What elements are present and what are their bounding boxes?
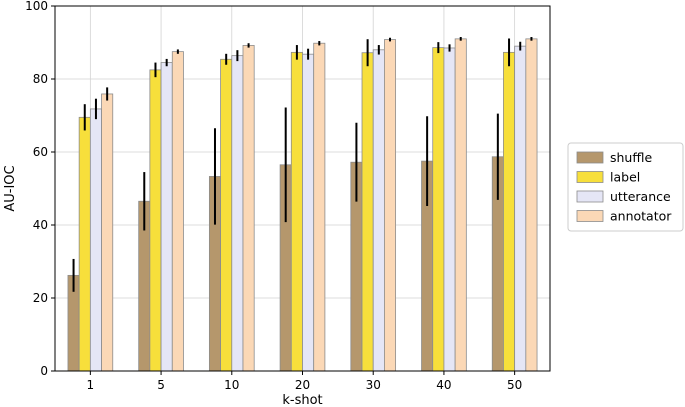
bar-utterance-30 <box>372 49 385 372</box>
bar-utterance-20 <box>302 53 315 372</box>
bar-annotator-20 <box>313 42 326 372</box>
bar-label-20 <box>290 51 303 372</box>
legend-swatch-shuffle <box>576 151 604 164</box>
bar-utterance-10 <box>231 55 244 372</box>
legend-swatch-label <box>576 171 604 183</box>
y-tick-label: 60 <box>33 145 48 159</box>
bar-label-5 <box>149 69 162 372</box>
y-tick-label: 0 <box>40 364 48 378</box>
bar-annotator-10 <box>242 45 255 372</box>
x-tick-label: 10 <box>224 378 239 392</box>
x-axis-title: k-shot <box>282 393 322 407</box>
legend-label-annotator: annotator <box>610 209 672 224</box>
bar-utterance-1 <box>89 108 102 372</box>
y-tick-label: 20 <box>33 291 48 305</box>
y-axis-title: AU-IOC <box>3 165 18 211</box>
legend-label-shuffle: shuffle <box>610 150 652 165</box>
x-tick-label: 50 <box>507 378 522 392</box>
legend: shuffle label utterance annotator <box>567 142 684 232</box>
bar-label-50 <box>503 51 516 372</box>
x-tick-label: 1 <box>87 378 95 392</box>
y-tick-label: 40 <box>33 218 48 232</box>
bar-annotator-1 <box>101 93 114 372</box>
x-tick-label: 30 <box>366 378 381 392</box>
bar-utterance-40 <box>443 47 456 372</box>
legend-swatch-utterance <box>576 190 604 203</box>
legend-label-label: label <box>610 170 640 185</box>
legend-label-utterance: utterance <box>610 189 671 204</box>
bar-annotator-30 <box>384 39 397 372</box>
y-tick-label: 100 <box>25 0 48 13</box>
x-axis: 1 5 10 20 30 40 50 <box>87 371 522 392</box>
bar-utterance-5 <box>160 62 173 372</box>
bar-annotator-5 <box>171 51 184 372</box>
bar-groups <box>67 38 538 372</box>
y-axis: 0 20 40 60 80 100 <box>25 0 55 378</box>
x-tick-label: 40 <box>436 378 451 392</box>
error-bars <box>72 37 533 292</box>
x-tick-label: 5 <box>157 378 165 392</box>
bar-label-10 <box>220 58 233 372</box>
bar-annotator-50 <box>525 38 538 372</box>
bar-label-40 <box>432 47 445 372</box>
x-tick-label: 20 <box>295 378 310 392</box>
legend-frame <box>567 142 684 232</box>
bar-label-30 <box>361 52 374 372</box>
legend-swatch-annotator <box>576 210 604 222</box>
bar-annotator-40 <box>454 38 467 372</box>
bar-label-1 <box>78 116 91 372</box>
y-tick-label: 80 <box>33 72 48 86</box>
bar-utterance-50 <box>514 45 527 372</box>
